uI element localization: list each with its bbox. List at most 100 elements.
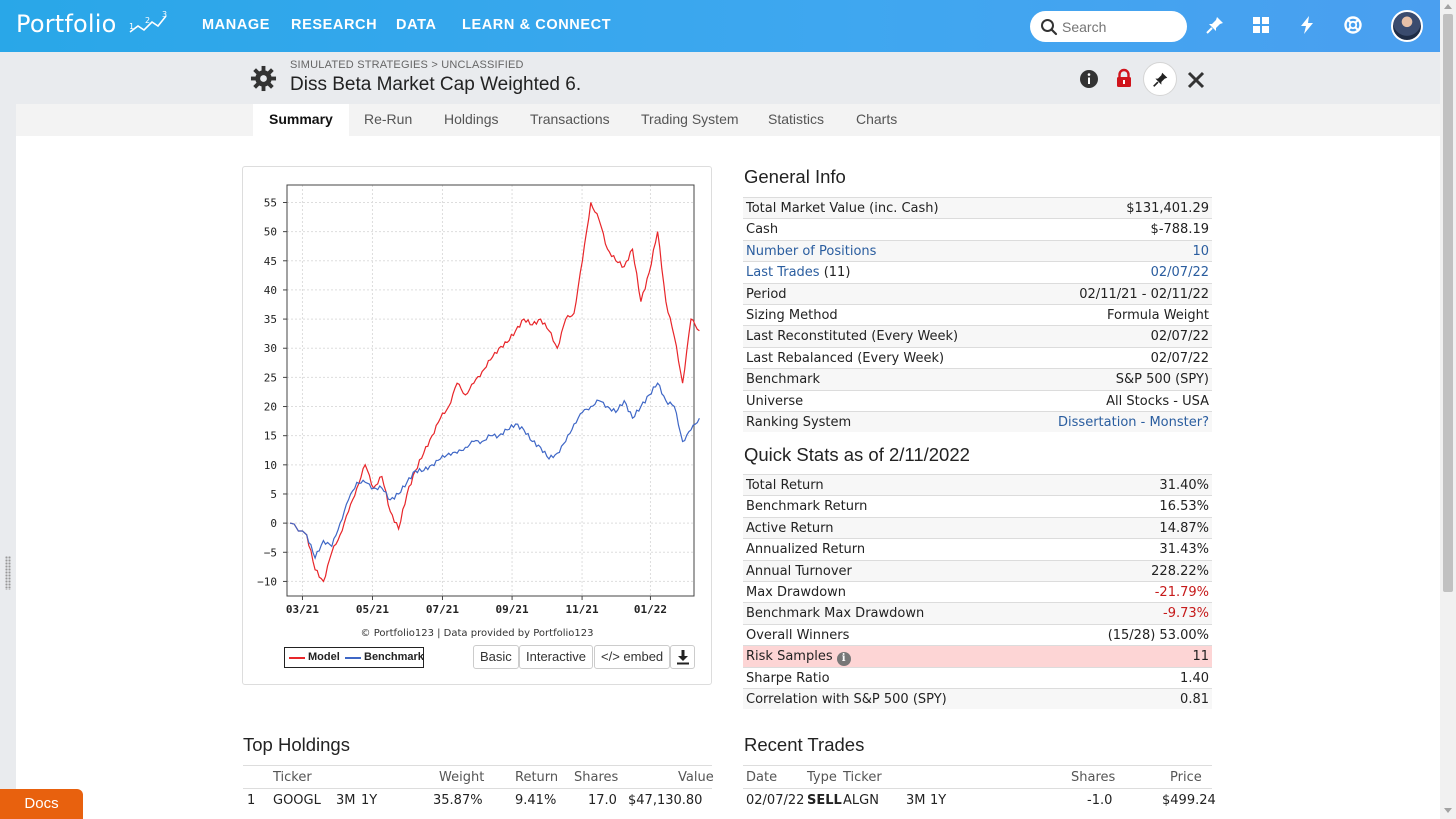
col-shares[interactable]: Shares <box>1071 770 1116 785</box>
trade-ticker-link[interactable]: ALGN <box>843 793 879 808</box>
tab-trading-system[interactable]: Trading System <box>641 111 739 127</box>
pin-icon[interactable] <box>1205 15 1225 35</box>
col-price[interactable]: Price <box>1170 770 1202 785</box>
row-label: Correlation with S&P 500 (SPY) <box>746 691 947 707</box>
row-label: Overall Winners <box>746 627 850 643</box>
user-avatar[interactable] <box>1391 10 1423 42</box>
col-date[interactable]: Date <box>746 770 778 785</box>
tab-transactions[interactable]: Transactions <box>530 111 610 127</box>
search-input[interactable] <box>1062 17 1177 36</box>
col-value[interactable]: Value <box>678 770 714 785</box>
scroll-down-arrow-icon[interactable] <box>1444 808 1452 813</box>
tab-statistics[interactable]: Statistics <box>768 111 825 127</box>
nav-learn-connect[interactable]: LEARN & CONNECT <box>462 17 612 33</box>
row-value: 31.40% <box>1159 478 1209 493</box>
download-button[interactable] <box>670 645 695 669</box>
general-info-table: Total Market Value (inc. Cash) $131,401.2… <box>743 197 1212 433</box>
positions-count-link[interactable]: 10 <box>1192 243 1209 259</box>
table-row: Last Rebalanced (Every Week) 02/07/22 <box>743 346 1212 368</box>
col-type[interactable]: Type <box>807 770 837 785</box>
row-value: 1.40 <box>1180 670 1209 686</box>
gear-icon[interactable] <box>250 65 277 92</box>
nav-research[interactable]: RESEARCH <box>291 17 378 33</box>
scroll-up-arrow-icon[interactable] <box>1444 4 1452 9</box>
last-trades-date-link[interactable]: 02/07/22 <box>1150 265 1209 281</box>
trade-3m-link[interactable]: 3M <box>906 793 926 808</box>
last-trades-link[interactable]: Last Trades <box>746 265 820 281</box>
performance-chart-panel <box>242 166 712 685</box>
row-label: Cash <box>746 222 779 238</box>
nav-data[interactable]: DATA <box>396 17 437 33</box>
scroll-thumb[interactable] <box>1443 14 1453 592</box>
logo[interactable]: Portfolio <box>16 10 117 38</box>
tab-summary[interactable]: Summary <box>253 104 349 136</box>
holding-3m-link[interactable]: 3M <box>336 793 356 808</box>
logo-num-3: 3 <box>162 10 167 19</box>
row-value: Formula Weight <box>1107 307 1209 323</box>
grid-icon[interactable] <box>1251 15 1271 35</box>
docs-button[interactable]: Docs <box>0 789 83 819</box>
general-info-title: General Info <box>744 166 846 187</box>
pin-button[interactable] <box>1143 62 1177 96</box>
resize-grip[interactable] <box>5 556 11 590</box>
page-scrollbar[interactable] <box>1440 0 1456 819</box>
row-label: Benchmark Max Drawdown <box>746 606 925 622</box>
row-value: 31.43% <box>1159 542 1209 558</box>
search-box[interactable] <box>1030 11 1187 42</box>
divider <box>743 788 1212 789</box>
row-value: 02/07/22 <box>1150 329 1209 345</box>
col-ticker[interactable]: Ticker <box>273 770 312 785</box>
trade-price: $499.24 <box>1162 793 1216 808</box>
row-label: Total Return <box>746 478 824 493</box>
main-content <box>16 136 1440 819</box>
col-return[interactable]: Return <box>515 770 559 785</box>
table-row: Last Trades (11) 02/07/22 <box>743 261 1212 282</box>
support-icon[interactable] <box>1343 15 1363 35</box>
table-row: Annual Turnover 228.22% <box>743 559 1212 581</box>
breadcrumb[interactable]: SIMULATED STRATEGIES > UNCLASSIFIED <box>290 59 524 71</box>
col-shares[interactable]: Shares <box>574 770 619 785</box>
tab-holdings[interactable]: Holdings <box>444 111 499 127</box>
trade-date-link[interactable]: 02/07/22 <box>746 793 805 808</box>
table-row: Correlation with S&P 500 (SPY) 0.81 <box>743 687 1212 710</box>
info-icon[interactable] <box>1079 69 1099 89</box>
table-row-risk-samples: Risk Samples i 11 <box>743 645 1212 667</box>
table-row: Total Market Value (inc. Cash) $131,401.2… <box>743 197 1212 219</box>
holding-1y-link[interactable]: 1Y <box>361 793 378 808</box>
row-label: Last Trades (11) <box>746 262 850 283</box>
tab-rerun[interactable]: Re-Run <box>364 111 413 127</box>
embed-button[interactable]: </> embed <box>594 645 671 669</box>
holding-rank: 1 <box>247 793 256 808</box>
row-label: Total Market Value (inc. Cash) <box>746 201 939 216</box>
basic-chart-button[interactable]: Basic <box>473 645 519 669</box>
table-row: Max Drawdown -21.79% <box>743 580 1212 602</box>
row-label: Universe <box>746 393 804 409</box>
row-label: Sizing Method <box>746 307 838 323</box>
row-value: 02/07/22 <box>1150 350 1209 366</box>
ranking-system-link[interactable]: Dissertation - Monster? <box>1058 414 1209 430</box>
quick-stats-table: Total Return 31.40% Benchmark Return 16.53… <box>743 474 1212 710</box>
col-ticker[interactable]: Ticker <box>843 770 882 785</box>
info-icon[interactable]: i <box>836 652 851 667</box>
trade-1y-link[interactable]: 1Y <box>930 793 947 808</box>
tab-charts[interactable]: Charts <box>856 111 898 127</box>
row-value: (15/28) 53.00% <box>1107 627 1209 643</box>
col-weight[interactable]: Weight <box>439 770 485 785</box>
lightning-icon[interactable] <box>1297 15 1317 35</box>
legend-benchmark-swatch <box>345 657 361 659</box>
positions-link[interactable]: Number of Positions <box>746 243 877 259</box>
row-value: 16.53% <box>1159 499 1209 515</box>
row-label: Last Reconstituted (Every Week) <box>746 329 959 345</box>
interactive-chart-button[interactable]: Interactive <box>519 645 593 669</box>
lock-icon[interactable] <box>1114 68 1134 88</box>
holding-ticker-link[interactable]: GOOGL <box>273 793 321 808</box>
holding-return: 9.41% <box>515 793 557 808</box>
row-label: Active Return <box>746 520 834 536</box>
close-icon[interactable] <box>1186 70 1206 90</box>
logo-num-1: 1 <box>129 22 134 31</box>
nav-manage[interactable]: MANAGE <box>202 17 271 33</box>
row-label: Benchmark Return <box>746 499 868 515</box>
row-value: S&P 500 (SPY) <box>1115 372 1209 388</box>
trade-type: SELL <box>807 793 842 808</box>
row-value: 02/11/21 - 02/11/22 <box>1079 286 1209 302</box>
